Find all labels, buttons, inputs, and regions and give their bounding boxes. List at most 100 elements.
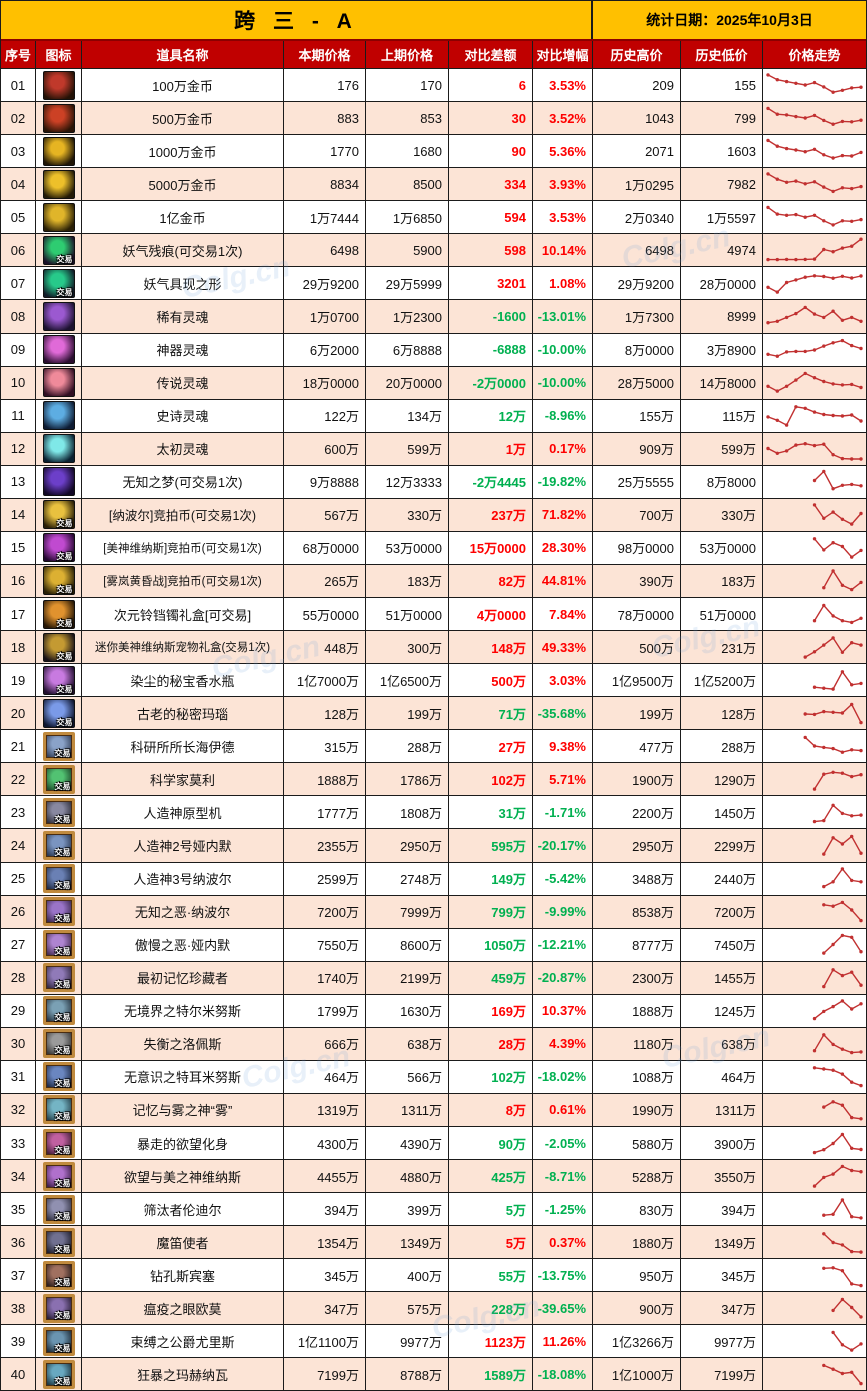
item-icon-cell: 交易 xyxy=(36,1027,82,1060)
item-icon xyxy=(42,401,75,431)
trade-badge: 交易 xyxy=(54,1244,71,1254)
item-icon xyxy=(42,202,75,232)
history-low: 288万 xyxy=(681,730,763,763)
previous-price: 53万0000 xyxy=(366,531,449,564)
price-trend-sparkline xyxy=(763,433,866,465)
history-high: 1043 xyxy=(593,102,681,135)
history-high: 98万0000 xyxy=(593,531,681,564)
table-row: 22 交易 科学家莫利 1888万 1786万 102万 5.71% 1900万 1290万 xyxy=(1,763,866,797)
price-trend-sparkline xyxy=(763,631,866,663)
diff-percent: -5.42% xyxy=(533,862,593,895)
diff-amount: 5万 xyxy=(449,1226,533,1259)
current-price: 265万 xyxy=(284,564,366,597)
previous-price: 12万3333 xyxy=(366,465,449,498)
diff-amount: 149万 xyxy=(449,862,533,895)
row-number: 37 xyxy=(1,1259,36,1292)
current-price: 1799万 xyxy=(284,994,366,1027)
diff-amount: 3201 xyxy=(449,267,533,300)
trade-badge: 交易 xyxy=(54,1310,71,1320)
diff-amount: 8万 xyxy=(449,1093,533,1126)
previous-price: 1万2300 xyxy=(366,300,449,333)
row-number: 36 xyxy=(1,1226,36,1259)
table-row: 17 交易 次元铃铛镯礼盒[可交易] 55万0000 51万0000 4万0000 7.84… xyxy=(1,598,866,632)
row-number: 23 xyxy=(1,796,36,829)
sparkline-chart xyxy=(812,603,863,624)
sparkline-chart xyxy=(812,537,863,560)
diff-amount: -6888 xyxy=(449,333,533,366)
item-name: 传说灵魂 xyxy=(82,366,284,399)
item-name: 迷你美神维纳斯宠物礼盒(交易1次) xyxy=(82,631,284,664)
table-row: 38 交易 瘟疫之眼欧莫 347万 575万 228万 -39.65% 900万 347万 xyxy=(1,1292,866,1326)
item-icon-cell: 交易 xyxy=(36,862,82,895)
table-row: 31 交易 无意识之特耳米努斯 464万 566万 102万 -18.02% 1088万 464… xyxy=(1,1060,866,1094)
trade-badge: 交易 xyxy=(54,1211,71,1221)
row-number: 30 xyxy=(1,1027,36,1060)
price-trend-sparkline xyxy=(763,863,866,895)
diff-percent: 9.38% xyxy=(533,730,593,763)
row-number: 28 xyxy=(1,961,36,994)
diff-amount: 27万 xyxy=(449,730,533,763)
item-name: 人造神2号娅内默 xyxy=(82,829,284,862)
previous-price: 1786万 xyxy=(366,763,449,796)
current-price: 6万2000 xyxy=(284,333,366,366)
diff-percent: 5.36% xyxy=(533,135,593,168)
previous-price: 134万 xyxy=(366,399,449,432)
history-low: 1亿5200万 xyxy=(681,664,763,697)
item-name: 欲望与美之神维纳斯 xyxy=(82,1160,284,1193)
diff-amount: 228万 xyxy=(449,1292,533,1325)
row-number: 06 xyxy=(1,234,36,267)
page-title: 跨 三 - A xyxy=(1,1,593,39)
table-row: 27 交易 傲慢之恶·娅内默 7550万 8600万 1050万 -12.21% 8777万 7… xyxy=(1,928,866,962)
sparkline-chart xyxy=(822,834,863,856)
diff-percent: -9.99% xyxy=(533,895,593,928)
trade-badge: 交易 xyxy=(54,1079,71,1089)
table-row: 03 1000万金币 1770 1680 90 5.36% 2071 1603 xyxy=(1,135,866,169)
item-icon-cell: 交易 xyxy=(36,498,82,531)
col-header-6: 对比增幅 xyxy=(533,41,593,68)
item-name: 次元铃铛镯礼盒[可交易] xyxy=(82,598,284,631)
item-icon: 交易 xyxy=(42,1029,75,1059)
sparkline-chart xyxy=(803,735,863,754)
current-price: 347万 xyxy=(284,1292,366,1325)
table-row: 12 太初灵魂 600万 599万 1万 0.17% 909万 599万 xyxy=(1,432,866,466)
row-number: 03 xyxy=(1,135,36,168)
item-icon-cell: 交易 xyxy=(36,928,82,961)
item-icon-cell: 交易 xyxy=(36,895,82,928)
sparkline-chart xyxy=(812,999,863,1021)
item-name: 束缚之公爵尤里斯 xyxy=(82,1325,284,1358)
row-number: 27 xyxy=(1,928,36,961)
item-icon xyxy=(42,434,75,464)
item-icon: 交易 xyxy=(42,1227,75,1257)
item-name: 无意识之特耳米努斯 xyxy=(82,1060,284,1093)
previous-price: 1311万 xyxy=(366,1093,449,1126)
table-row: 06 交易 妖气残痕(可交易1次) 6498 5900 598 10.14% 6498 4974 xyxy=(1,234,866,268)
history-low: 14万8000 xyxy=(681,366,763,399)
history-low: 115万 xyxy=(681,399,763,432)
item-name: 1亿金币 xyxy=(82,201,284,234)
previous-price: 8788万 xyxy=(366,1358,449,1390)
diff-amount: 500万 xyxy=(449,664,533,697)
history-high: 29万9200 xyxy=(593,267,681,300)
history-low: 1455万 xyxy=(681,961,763,994)
diff-amount: 55万 xyxy=(449,1259,533,1292)
trade-badge: 交易 xyxy=(54,1343,71,1353)
table-row: 36 交易 魔笛使者 1354万 1349万 5万 0.37% 1880万 1349万 xyxy=(1,1226,866,1260)
trade-badge: 交易 xyxy=(56,684,73,694)
history-low: 345万 xyxy=(681,1259,763,1292)
trade-badge: 交易 xyxy=(54,881,71,891)
diff-percent: -18.08% xyxy=(533,1358,593,1390)
item-icon: 交易 xyxy=(42,632,75,662)
current-price: 1777万 xyxy=(284,796,366,829)
diff-amount: 1万 xyxy=(449,432,533,465)
diff-percent: -10.00% xyxy=(533,366,593,399)
diff-percent: 49.33% xyxy=(533,631,593,664)
current-price: 448万 xyxy=(284,631,366,664)
row-number: 12 xyxy=(1,432,36,465)
item-icon: 交易 xyxy=(42,996,75,1026)
sparkline-chart xyxy=(822,1364,863,1386)
diff-percent: 3.53% xyxy=(533,69,593,102)
table-row: 40 交易 狂暴之玛赫纳瓦 7199万 8788万 1589万 -18.08% 1亿1000万… xyxy=(1,1358,866,1390)
diff-percent: -13.75% xyxy=(533,1259,593,1292)
table-row: 34 交易 欲望与美之神维纳斯 4455万 4880万 425万 -8.71% 5288万 35… xyxy=(1,1160,866,1194)
trade-badge: 交易 xyxy=(54,947,71,957)
